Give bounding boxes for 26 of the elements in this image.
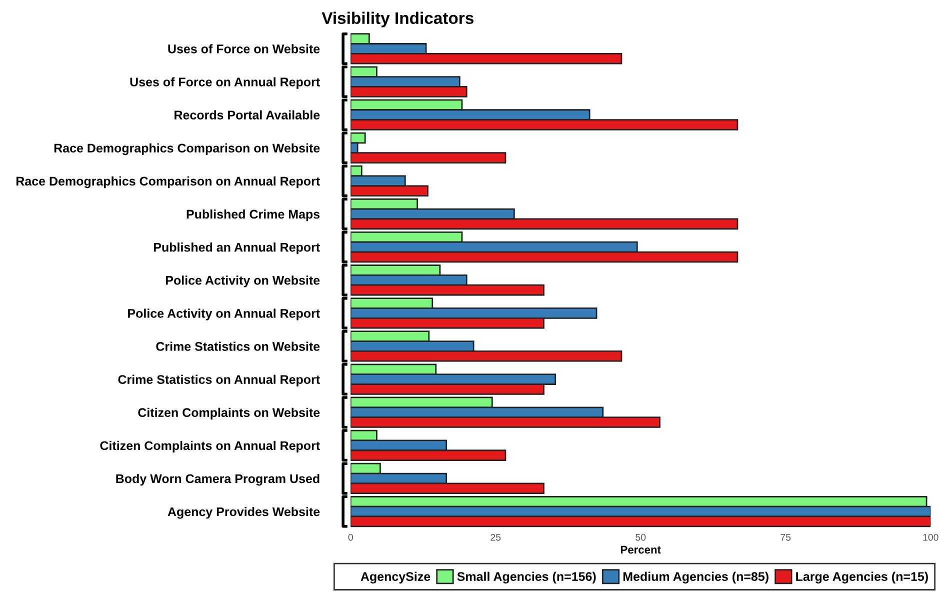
- legend-title: AgencySize: [360, 572, 430, 584]
- y-tick-label: Published an Annual Report: [154, 242, 320, 254]
- y-tick-label: Body Worn Camera Program Used: [116, 474, 320, 486]
- y-tick-label: Citizen Complaints on Annual Report: [100, 440, 320, 453]
- y-tick-label: Published Crime Maps: [186, 209, 320, 222]
- x-axis-title: Percent: [620, 546, 661, 554]
- y-tick-label: Police Activity on Annual Report: [128, 308, 320, 320]
- x-tick-label: 50: [636, 534, 646, 541]
- chart-title: Visibility Indicators: [322, 12, 474, 28]
- legend-label: Medium Agencies (n=85): [623, 572, 768, 584]
- x-tick-label: 75: [780, 534, 791, 541]
- y-tick-label: Agency Provides Website: [168, 507, 320, 519]
- y-tick-label: Race Demographics Comparison on Website: [54, 143, 320, 156]
- y-tick-label: Uses of Force on Website: [168, 44, 320, 54]
- x-tick-label: 0: [348, 534, 353, 541]
- y-tick-label: Race Demographics Comparison on Annual Report: [16, 176, 320, 188]
- y-tick-label: Records Portal Available: [174, 110, 320, 120]
- y-tick-label: Crime Statistics on Annual Report: [118, 374, 320, 386]
- legend-label: Large Agencies (n=15): [796, 572, 928, 584]
- y-tick-label: Police Activity on Website: [166, 276, 320, 288]
- y-tick-label: Uses of Force on Annual Report: [130, 77, 320, 89]
- x-tick-label: 25: [490, 534, 501, 541]
- y-tick-label: Crime Statistics on Website: [156, 342, 320, 351]
- x-tick-label: 100: [923, 534, 938, 541]
- y-tick-label: Citizen Complaints on Website: [138, 408, 320, 420]
- legend-label: Small Agencies (n=156): [457, 572, 596, 584]
